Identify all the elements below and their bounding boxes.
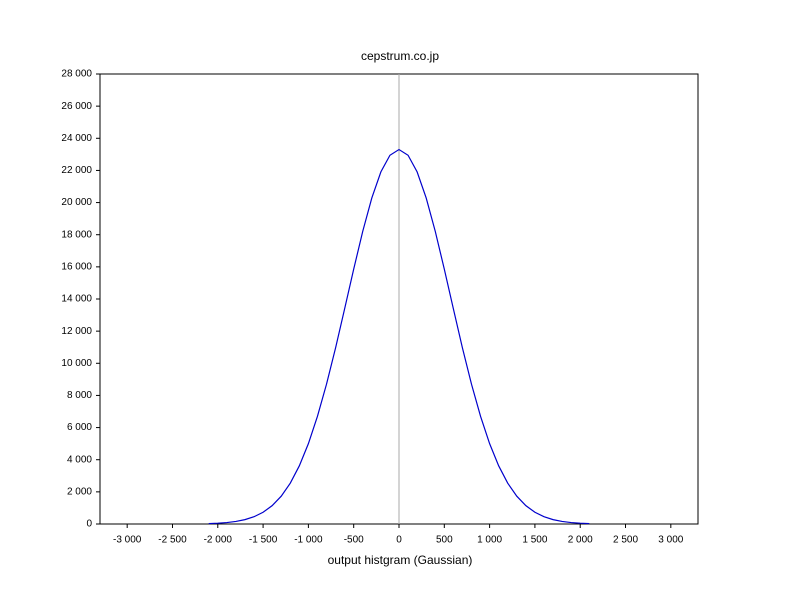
x-tick-label: 1 000 [477,535,502,546]
x-axis-label: output histgram (Gaussian) [328,553,473,567]
data-line [208,148,590,525]
x-tick-label: -3 000 [113,535,142,546]
y-tick-label: 20 000 [61,197,92,208]
y-tick-label: 28 000 [61,69,92,80]
y-tick-label: 14 000 [61,294,92,305]
x-tick-label: 1 500 [522,535,547,546]
y-tick-label: 10 000 [61,358,92,369]
x-tick-label: 2 000 [568,535,593,546]
y-tick-label: 8 000 [67,390,92,401]
y-tick-label: 6 000 [67,422,92,433]
y-tick-label: 2 000 [67,486,92,497]
y-tick-label: 26 000 [61,101,92,112]
x-tick-label: 3 000 [658,535,683,546]
y-tick-label: 0 [86,519,92,530]
x-tick-label: -1 500 [249,535,278,546]
y-tick-label: 24 000 [61,133,92,144]
x-tick-label: 0 [396,535,402,546]
x-tick-label: -2 000 [204,535,233,546]
x-tick-label: -1 000 [294,535,323,546]
y-tick-label: 4 000 [67,454,92,465]
x-tick-label: 500 [436,535,453,546]
x-tick-label: -2 500 [158,535,187,546]
y-tick-label: 12 000 [61,326,92,337]
y-tick-label: 18 000 [61,229,92,240]
x-tick-label: 2 500 [613,535,638,546]
chart-title: cepstrum.co.jp [361,49,439,63]
x-tick-label: -500 [344,535,364,546]
y-tick-label: 22 000 [61,165,92,176]
y-tick-label: 16 000 [61,261,92,272]
